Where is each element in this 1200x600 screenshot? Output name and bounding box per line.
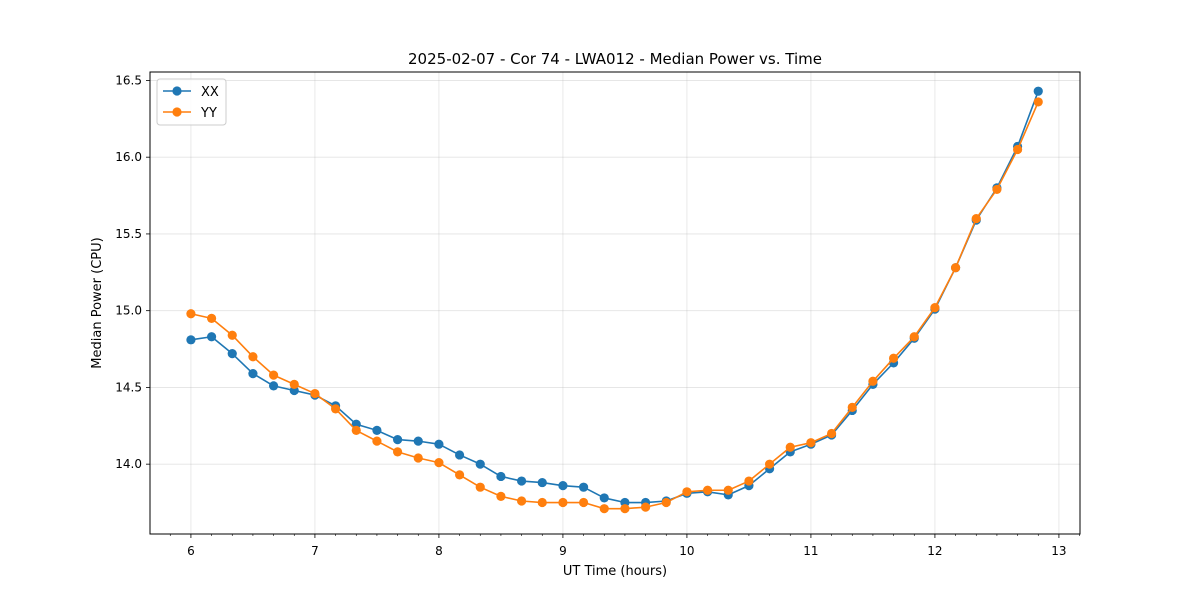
data-point-xx xyxy=(578,482,589,492)
data-point-yy xyxy=(620,504,630,514)
data-point-xx xyxy=(434,439,444,449)
y-tick-label: 15.5 xyxy=(115,227,142,241)
series-line-yy xyxy=(190,101,1039,510)
y-tick-label: 14.0 xyxy=(115,457,142,471)
data-point-yy xyxy=(516,496,527,506)
data-point-yy xyxy=(785,442,795,452)
data-point-xx xyxy=(537,477,547,488)
data-point-yy xyxy=(372,436,382,446)
data-point-yy xyxy=(640,502,651,512)
legend-marker-xx xyxy=(172,86,182,96)
data-point-yy xyxy=(682,487,692,497)
x-axis-label: UT Time (hours) xyxy=(563,564,667,579)
data-point-xx xyxy=(268,381,279,391)
data-point-xx xyxy=(558,481,568,491)
data-point-yy xyxy=(558,497,568,508)
y-tick-label: 16.5 xyxy=(115,73,142,87)
data-point-xx xyxy=(186,335,196,345)
x-tick-label: 11 xyxy=(803,544,818,558)
data-point-yy xyxy=(206,313,217,323)
data-point-yy xyxy=(909,332,919,342)
plot-frame xyxy=(149,71,1081,535)
data-point-yy xyxy=(454,470,465,480)
data-point-yy xyxy=(971,213,981,224)
data-point-yy xyxy=(1012,144,1023,155)
legend-label-yy: YY xyxy=(200,106,217,121)
data-point-yy xyxy=(744,476,754,486)
x-tick-label: 12 xyxy=(927,544,942,558)
data-point-xx xyxy=(372,425,382,435)
data-point-xx xyxy=(248,369,258,379)
series-yy xyxy=(186,97,1043,514)
x-tick-label: 7 xyxy=(311,544,319,558)
data-point-yy xyxy=(289,379,299,389)
data-point-xx xyxy=(392,435,403,445)
data-point-yy xyxy=(950,263,961,273)
data-point-xx xyxy=(206,332,217,342)
data-point-yy xyxy=(661,497,671,508)
data-point-yy xyxy=(702,485,713,495)
x-tick-label: 13 xyxy=(1051,544,1066,558)
data-point-yy xyxy=(351,425,361,435)
data-point-xx xyxy=(496,471,506,482)
data-point-xx xyxy=(599,493,609,503)
data-point-yy xyxy=(537,497,547,508)
data-point-xx xyxy=(454,450,465,460)
x-tick-label: 8 xyxy=(435,544,443,558)
data-point-yy xyxy=(268,370,279,380)
data-point-yy xyxy=(847,402,857,412)
y-tick-label: 14.5 xyxy=(115,380,142,394)
grid xyxy=(150,72,1080,534)
data-point-yy xyxy=(599,504,609,514)
data-point-yy xyxy=(764,459,775,469)
legend-label-xx: XX xyxy=(201,85,219,100)
y-tick-label: 16.0 xyxy=(115,150,142,164)
y-tick-label: 15.0 xyxy=(115,304,142,318)
series-layer xyxy=(186,86,1043,514)
data-point-yy xyxy=(434,458,444,468)
x-tick-label: 6 xyxy=(187,544,195,558)
data-point-yy xyxy=(806,438,816,448)
series-line-xx xyxy=(190,90,1039,504)
legend-marker-yy xyxy=(172,107,182,117)
data-point-xx xyxy=(475,459,485,469)
data-point-yy xyxy=(413,453,423,463)
chart-title: 2025-02-07 - Cor 74 - LWA012 - Median Po… xyxy=(408,50,822,68)
x-tick-label: 10 xyxy=(679,544,694,558)
data-point-yy xyxy=(578,497,589,508)
axis-ticks: 6 7 8 9 10 11 12 13 14.0 14.5 15.0 15.5 16.0 16.5 xyxy=(115,73,1080,558)
data-point-yy xyxy=(723,485,733,495)
data-point-yy xyxy=(248,352,258,362)
y-axis-label: Median Power (CPU) xyxy=(90,237,105,368)
data-point-yy xyxy=(227,330,237,340)
data-point-yy xyxy=(930,303,940,313)
legend: XX YY xyxy=(156,78,227,126)
data-point-yy xyxy=(330,404,341,414)
data-point-yy xyxy=(496,491,506,501)
data-point-xx xyxy=(516,476,527,486)
data-point-xx xyxy=(413,436,423,446)
data-point-xx xyxy=(227,349,237,359)
data-point-yy xyxy=(186,309,196,319)
data-point-yy xyxy=(826,428,837,439)
data-point-yy xyxy=(310,388,320,399)
data-point-xx xyxy=(1033,86,1043,96)
data-point-yy xyxy=(475,482,485,492)
data-point-yy xyxy=(992,184,1002,195)
data-point-yy xyxy=(1033,97,1043,107)
data-point-yy xyxy=(888,353,899,363)
data-point-yy xyxy=(868,376,878,386)
x-tick-label: 9 xyxy=(559,544,567,558)
data-point-yy xyxy=(392,447,403,457)
